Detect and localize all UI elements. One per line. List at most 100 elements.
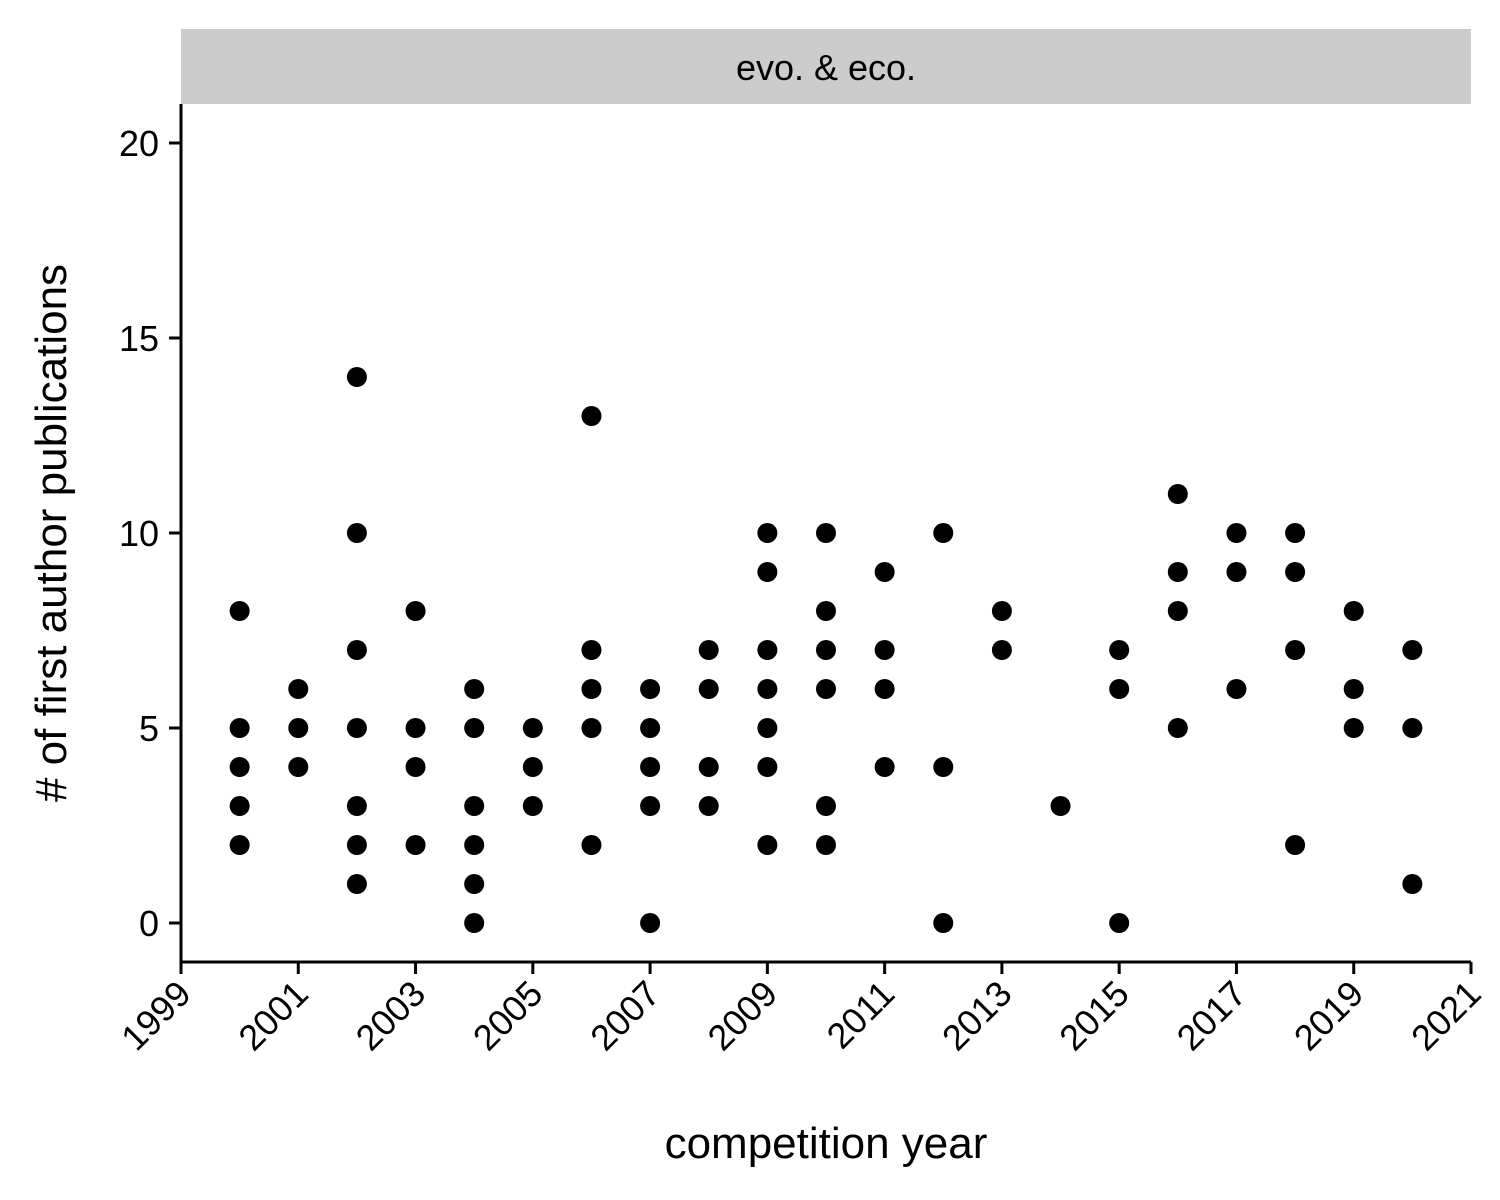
data-point [933, 757, 954, 777]
data-point [1343, 601, 1364, 621]
data-point [581, 679, 602, 699]
data-point [1226, 679, 1247, 699]
data-point [405, 601, 426, 621]
data-point [288, 718, 309, 738]
facet-strip-label: evo. & eco. [736, 47, 916, 88]
x-tick-label: 2013 [934, 973, 1020, 1059]
data-point [464, 874, 485, 894]
data-point [346, 367, 367, 387]
y-tick-label: 0 [139, 903, 159, 944]
data-point [405, 718, 426, 738]
x-axis-title: competition year [665, 1119, 988, 1168]
data-point [757, 679, 778, 699]
data-point [229, 718, 250, 738]
data-point [1285, 523, 1306, 543]
data-point [1167, 484, 1188, 504]
data-point [816, 796, 836, 816]
data-point [757, 757, 778, 777]
data-point [288, 679, 309, 699]
data-points [229, 367, 1423, 933]
data-point [581, 718, 602, 738]
data-point [816, 679, 836, 699]
data-point [640, 796, 661, 816]
data-point [1402, 718, 1423, 738]
data-point [816, 835, 836, 855]
x-tick-label: 2021 [1403, 973, 1489, 1059]
data-point [288, 757, 309, 777]
data-point [933, 913, 954, 933]
data-point [1343, 679, 1364, 699]
data-point [464, 796, 485, 816]
data-point [991, 601, 1012, 621]
data-point [346, 796, 367, 816]
data-point [757, 523, 778, 543]
data-point [1167, 718, 1188, 738]
data-point [698, 796, 719, 816]
data-point [464, 913, 485, 933]
data-point [816, 523, 836, 543]
data-point [464, 718, 485, 738]
data-point [1285, 835, 1306, 855]
data-point [581, 640, 602, 660]
facet-strip [181, 29, 1471, 104]
x-tick-label: 2003 [348, 973, 434, 1059]
data-point [581, 406, 602, 426]
data-point [229, 835, 250, 855]
data-point [1226, 523, 1247, 543]
data-point [346, 835, 367, 855]
data-point [405, 835, 426, 855]
y-tick-label: 5 [139, 708, 159, 749]
data-point [229, 757, 250, 777]
data-point [522, 796, 543, 816]
x-tick-label: 2009 [699, 973, 785, 1059]
data-point [757, 718, 778, 738]
data-point [346, 640, 367, 660]
x-tick-label: 1999 [113, 973, 199, 1059]
data-point [1402, 874, 1423, 894]
data-point [229, 601, 250, 621]
data-point [640, 757, 661, 777]
y-axis-ticks: 0 5 10 15 20 [119, 123, 181, 944]
data-point [346, 874, 367, 894]
data-point [1285, 562, 1306, 582]
data-point [1109, 679, 1130, 699]
x-tick-label: 2005 [465, 973, 551, 1059]
x-axis-ticks: 1999 2001 2003 2005 2007 2009 2011 2013 2015 2017… [113, 962, 1489, 1058]
data-point [522, 718, 543, 738]
data-point [933, 523, 954, 543]
data-point [757, 835, 778, 855]
data-point [346, 523, 367, 543]
data-point [816, 601, 836, 621]
data-point [991, 640, 1012, 660]
data-point [757, 640, 778, 660]
data-point [640, 679, 661, 699]
data-point [640, 913, 661, 933]
x-tick-label: 2007 [582, 973, 668, 1059]
x-tick-label: 2019 [1286, 973, 1372, 1059]
data-point [522, 757, 543, 777]
data-point [874, 679, 895, 699]
data-point [816, 640, 836, 660]
data-point [346, 718, 367, 738]
data-point [581, 835, 602, 855]
data-point [874, 757, 895, 777]
data-point [640, 718, 661, 738]
data-point [698, 757, 719, 777]
data-point [757, 562, 778, 582]
y-tick-label: 15 [119, 318, 159, 359]
x-tick-label: 2015 [1051, 973, 1137, 1059]
data-point [1226, 562, 1247, 582]
data-point [1109, 913, 1130, 933]
data-point [874, 640, 895, 660]
data-point [464, 679, 485, 699]
data-point [1109, 640, 1130, 660]
data-point [1402, 640, 1423, 660]
y-tick-label: 20 [119, 123, 159, 164]
data-point [1167, 562, 1188, 582]
y-axis-title: # of first author publications [27, 264, 76, 802]
data-point [405, 757, 426, 777]
data-point [464, 835, 485, 855]
data-point [229, 796, 250, 816]
data-point [1167, 601, 1188, 621]
